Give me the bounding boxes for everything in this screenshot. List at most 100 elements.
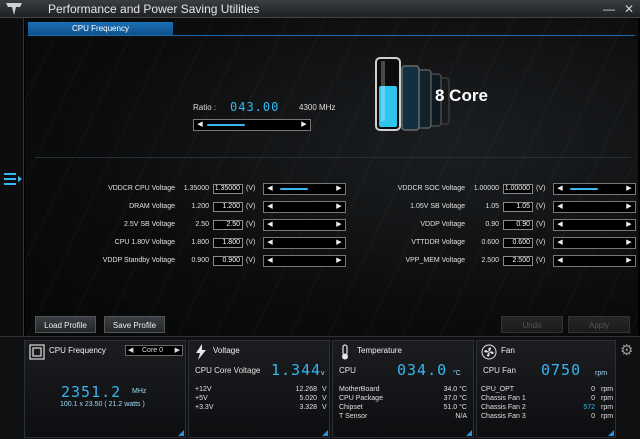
cpu-core-voltage-label: CPU Core Voltage: [195, 366, 261, 375]
voltage-unit: (V): [536, 239, 546, 246]
minimize-button[interactable]: —: [603, 2, 615, 16]
voltage-input[interactable]: 0.600: [503, 238, 533, 248]
monitor-value: N/A: [455, 413, 467, 420]
core-select-prev-icon[interactable]: ◀: [128, 347, 134, 354]
slider-left-arrow-icon[interactable]: ◀: [267, 257, 273, 264]
gear-icon[interactable]: ⚙: [620, 342, 634, 359]
temperature-panel[interactable]: Temperature CPU 034.0 °C MotherBoard 34.0…: [332, 340, 474, 438]
ratio-slider[interactable]: ◀ ▶: [193, 119, 311, 131]
close-button[interactable]: ✕: [623, 2, 635, 16]
monitor-unit: rpm: [601, 395, 614, 402]
menu-icon[interactable]: [4, 172, 22, 186]
monitor-value: 0: [591, 413, 595, 420]
slider-left-arrow-icon[interactable]: ◀: [557, 239, 563, 246]
slider-right-arrow-icon[interactable]: ▶: [336, 185, 342, 192]
slider-left-arrow-icon[interactable]: ◀: [557, 203, 563, 210]
slider-left-arrow-icon[interactable]: ◀: [267, 239, 273, 246]
sidebar: [0, 18, 24, 336]
load-profile-button[interactable]: Load Profile: [35, 316, 96, 333]
apply-button[interactable]: Apply: [568, 316, 630, 333]
cpu-frequency-panel[interactable]: CPU Frequency ◀ Core 0 ▶ 2351.2 MHz 100.…: [24, 340, 186, 438]
core-select[interactable]: ◀ Core 0 ▶: [125, 345, 183, 356]
panel-expand-icon[interactable]: [608, 430, 614, 436]
main-panel: CPU Frequency Ratio : 043.00 4300 MHz ◀ …: [25, 18, 638, 336]
panel-expand-icon[interactable]: [322, 430, 328, 436]
voltage-slider[interactable]: ◀ ▶: [553, 219, 636, 231]
voltage-input[interactable]: 1.35000: [213, 184, 243, 194]
monitor-unit: rpm: [601, 386, 614, 393]
slider-left-arrow-icon[interactable]: ◀: [557, 221, 563, 228]
voltage-slider[interactable]: ◀ ▶: [263, 201, 346, 213]
divider: [35, 157, 631, 158]
slider-left-arrow-icon[interactable]: ◀: [557, 257, 563, 264]
voltage-default-value: 0.600: [481, 239, 499, 246]
voltage-input[interactable]: 1.800: [213, 238, 243, 248]
cpu-chip-icon: [29, 344, 45, 360]
monitor-unit: V: [322, 404, 327, 411]
voltage-slider[interactable]: ◀ ▶: [263, 183, 346, 195]
monitor-label: +3.3V: [195, 404, 214, 411]
monitor-value: 0: [591, 386, 595, 393]
voltage-panel[interactable]: Voltage CPU Core Voltage 1.344 v +12V 12.…: [188, 340, 330, 438]
voltage-default-value: 1.05: [485, 203, 499, 210]
core-select-next-icon[interactable]: ▶: [174, 347, 180, 354]
voltage-input[interactable]: 0.900: [213, 256, 243, 266]
slider-left-arrow-icon[interactable]: ◀: [267, 203, 273, 210]
slider-right-arrow-icon[interactable]: ▶: [626, 221, 632, 228]
slider-right-arrow-icon[interactable]: ▶: [336, 203, 342, 210]
voltage-default-value: 1.800: [191, 239, 209, 246]
slider-right-arrow-icon[interactable]: ▶: [626, 257, 632, 264]
slider-right-arrow-icon[interactable]: ▶: [626, 185, 632, 192]
voltage-unit: (V): [246, 257, 256, 264]
voltage-unit: (V): [246, 203, 256, 210]
slider-right-arrow-icon[interactable]: ▶: [336, 239, 342, 246]
monitor-value: 12.268: [295, 386, 317, 393]
voltage-input[interactable]: 0.90: [503, 220, 533, 230]
panel-expand-icon[interactable]: [178, 430, 184, 436]
slider-right-arrow-icon[interactable]: ▶: [626, 239, 632, 246]
voltage-default-value: 2.50: [195, 221, 209, 228]
tab-underline: [28, 35, 635, 36]
voltage-slider[interactable]: ◀ ▶: [263, 219, 346, 231]
undo-button[interactable]: Undo: [501, 316, 563, 333]
cpu-fan-unit: rpm: [595, 370, 608, 377]
voltage-input[interactable]: 1.05: [503, 202, 533, 212]
slider-right-arrow-icon[interactable]: ▶: [301, 121, 307, 128]
cpu-fan-label: CPU Fan: [483, 366, 516, 375]
cpu-frequency-title: CPU Frequency: [49, 346, 106, 355]
monitor-unit: V: [322, 395, 327, 402]
monitor-label: Chassis Fan 3: [481, 413, 526, 420]
voltage-slider[interactable]: ◀ ▶: [553, 201, 636, 213]
slider-right-arrow-icon[interactable]: ▶: [626, 203, 632, 210]
core-select-value: Core 0: [142, 347, 164, 354]
voltage-input[interactable]: 2.50: [213, 220, 243, 230]
slider-left-arrow-icon[interactable]: ◀: [197, 121, 203, 128]
voltage-input[interactable]: 1.00000: [503, 184, 533, 194]
panel-expand-icon[interactable]: [466, 430, 472, 436]
cpu-temp-unit: °C: [453, 370, 461, 377]
voltage-slider[interactable]: ◀ ▶: [553, 237, 636, 249]
title-bar: Performance and Power Saving Utilities —…: [0, 0, 640, 18]
voltage-slider[interactable]: ◀ ▶: [553, 255, 636, 267]
slider-left-arrow-icon[interactable]: ◀: [267, 185, 273, 192]
ratio-label: Ratio :: [193, 103, 217, 112]
voltage-unit: (V): [536, 221, 546, 228]
slider-left-arrow-icon[interactable]: ◀: [267, 221, 273, 228]
monitor-label: CPU Package: [339, 395, 383, 402]
save-profile-button[interactable]: Save Profile: [104, 316, 165, 333]
voltage-slider[interactable]: ◀ ▶: [263, 237, 346, 249]
slider-fill: [207, 124, 245, 126]
voltage-slider[interactable]: ◀ ▶: [553, 183, 636, 195]
slider-left-arrow-icon[interactable]: ◀: [557, 185, 563, 192]
slider-right-arrow-icon[interactable]: ▶: [336, 221, 342, 228]
tab-cpu-frequency[interactable]: CPU Frequency: [28, 22, 173, 36]
voltage-slider[interactable]: ◀ ▶: [263, 255, 346, 267]
voltage-default-value: 0.900: [191, 257, 209, 264]
voltage-input[interactable]: 1.200: [213, 202, 243, 212]
fan-panel[interactable]: Fan CPU Fan 0750 rpm CPU_OPT 0 rpm Chassis …: [476, 340, 616, 438]
monitor-value: 572: [583, 404, 595, 411]
monitor-label: +5V: [195, 395, 208, 402]
voltage-input[interactable]: 2.500: [503, 256, 533, 266]
slider-right-arrow-icon[interactable]: ▶: [336, 257, 342, 264]
voltage-label: VDDCR CPU Voltage: [108, 185, 175, 192]
